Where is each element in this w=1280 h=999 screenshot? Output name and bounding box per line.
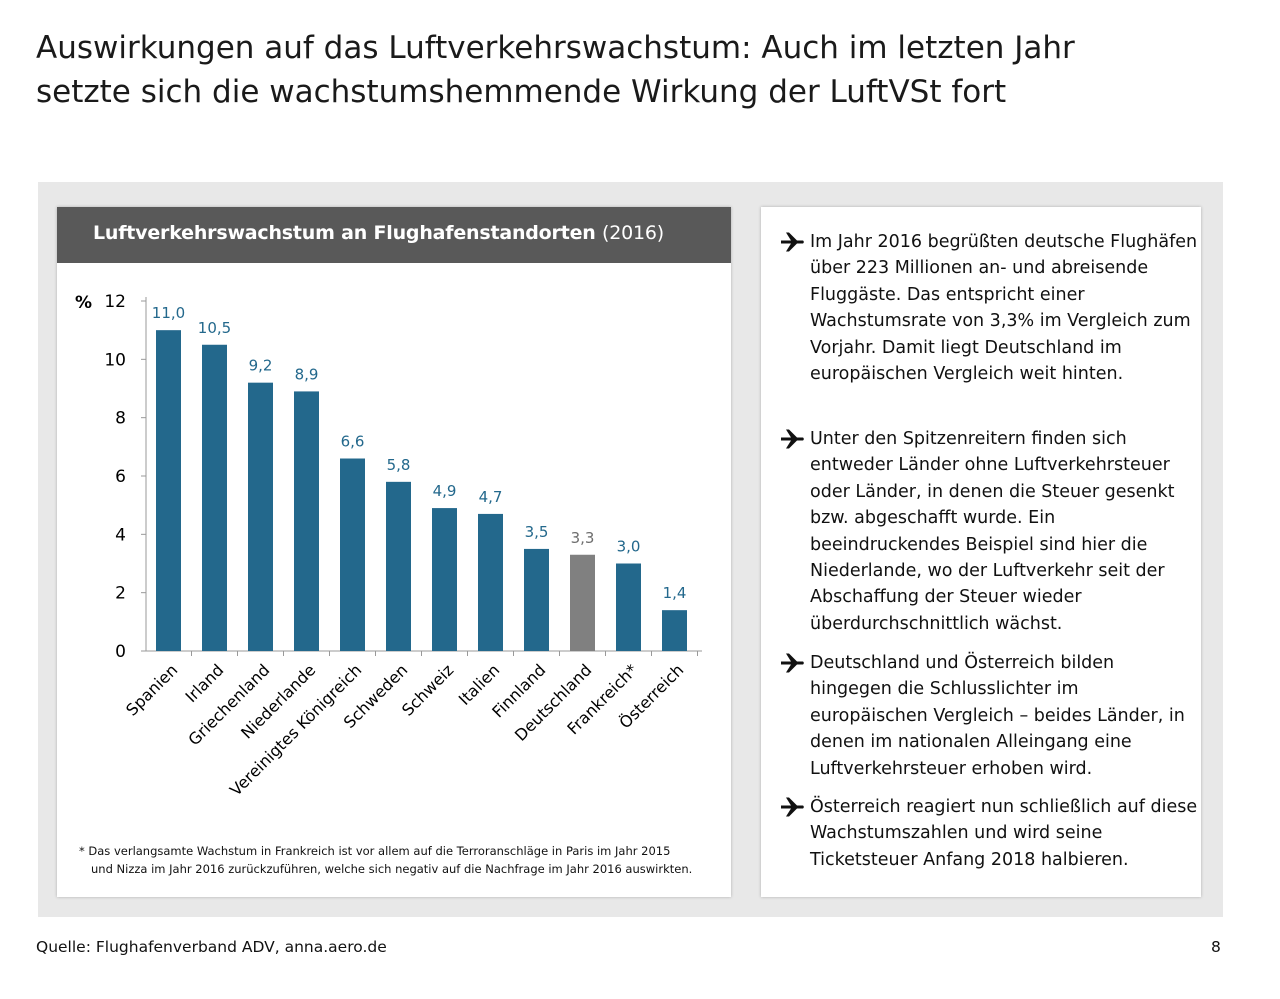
bullet-item-3: Deutschland und Österreich bilden hingeg…	[779, 650, 1199, 782]
airplane-icon	[781, 797, 804, 817]
bar	[202, 344, 227, 651]
bar	[386, 481, 411, 651]
footnote-line-2: und Nizza im Jahr 2016 zurückzuführen, w…	[91, 862, 693, 876]
bar	[432, 508, 457, 651]
bullet-text-1: Im Jahr 2016 begrüßten deutsche Flughäfe…	[810, 232, 1198, 385]
bullet-card: Im Jahr 2016 begrüßten deutsche Flughäfe…	[761, 207, 1201, 897]
chart-title-text: Luftverkehrswachstum an Flughafenstandor…	[93, 222, 596, 244]
bullet-item-1: Im Jahr 2016 begrüßten deutsche Flughäfe…	[779, 229, 1199, 387]
airplane-icon	[781, 232, 804, 252]
bar	[524, 548, 549, 651]
x-tick-label: Schweiz	[398, 660, 457, 719]
bar	[248, 382, 273, 651]
chart-footnote: * Das verlangsamte Wachstum in Frankreic…	[79, 842, 719, 878]
airplane-icon	[781, 429, 804, 449]
data-label: 8,9	[295, 365, 319, 383]
data-label: 3,5	[525, 523, 549, 541]
y-tick-label: 6	[115, 467, 126, 487]
bullet-text-2: Unter den Spitzenreitern finden sich ent…	[810, 429, 1175, 634]
bullet-text-3: Deutschland und Österreich bilden hingeg…	[810, 653, 1185, 779]
bar	[340, 458, 365, 651]
data-label: 11,0	[152, 304, 185, 322]
bullet-text-4: Österreich reagiert nun schließlich auf …	[810, 797, 1198, 870]
bar-chart: 024681012%11,0Spanien10,5Irland9,2Griech…	[75, 292, 702, 800]
chart-header: Luftverkehrswachstum an Flughafenstandor…	[57, 207, 731, 263]
bar	[156, 330, 181, 651]
y-axis-label: %	[75, 293, 92, 313]
y-tick-label: 0	[115, 642, 126, 662]
page-number: 8	[1211, 938, 1221, 956]
chart-card: 0 2 4 6 8 10 12% 11,0 Spanien 10,5 Irland 9,2 Griech…	[57, 207, 731, 897]
slide-title: Auswirkungen auf das Luftverkehrswachstu…	[36, 26, 1236, 114]
bullet-item-2: Unter den Spitzenreitern finden sich ent…	[779, 426, 1199, 637]
chart-title: Luftverkehrswachstum an Flughafenstandor…	[93, 222, 664, 244]
data-label: 5,8	[387, 456, 411, 474]
bar	[616, 563, 641, 651]
data-label: 10,5	[198, 319, 231, 337]
bar	[294, 391, 319, 651]
y-tick-label: 10	[104, 350, 126, 370]
data-label: 3,3	[571, 529, 595, 547]
data-label: 1,4	[663, 584, 687, 602]
bar	[662, 610, 687, 651]
airplane-icon	[781, 653, 804, 673]
data-label: 4,9	[433, 482, 457, 500]
chart-title-year: (2016)	[602, 222, 665, 244]
x-tick-label: Griechenland	[184, 660, 273, 749]
slide-title-line-2: setzte sich die wachstumshemmende Wirkun…	[36, 74, 1007, 110]
source-note: Quelle: Flughafenverband ADV, anna.aero.…	[36, 938, 387, 956]
bar	[478, 513, 503, 651]
y-tick-label: 2	[115, 584, 126, 604]
data-label: 9,2	[249, 357, 273, 375]
bar	[570, 554, 595, 651]
data-label: 4,7	[479, 488, 503, 506]
footnote-line-1: * Das verlangsamte Wachstum in Frankreic…	[79, 844, 671, 858]
y-tick-label: 4	[115, 525, 126, 545]
data-label: 3,0	[617, 538, 641, 556]
data-label: 6,6	[341, 433, 365, 451]
y-tick-label: 12	[104, 292, 126, 312]
y-tick-label: 8	[115, 409, 126, 429]
bullet-item-4: Österreich reagiert nun schließlich auf …	[779, 794, 1199, 873]
x-tick-label: Spanien	[122, 660, 181, 719]
slide-title-line-1: Auswirkungen auf das Luftverkehrswachstu…	[36, 30, 1075, 66]
